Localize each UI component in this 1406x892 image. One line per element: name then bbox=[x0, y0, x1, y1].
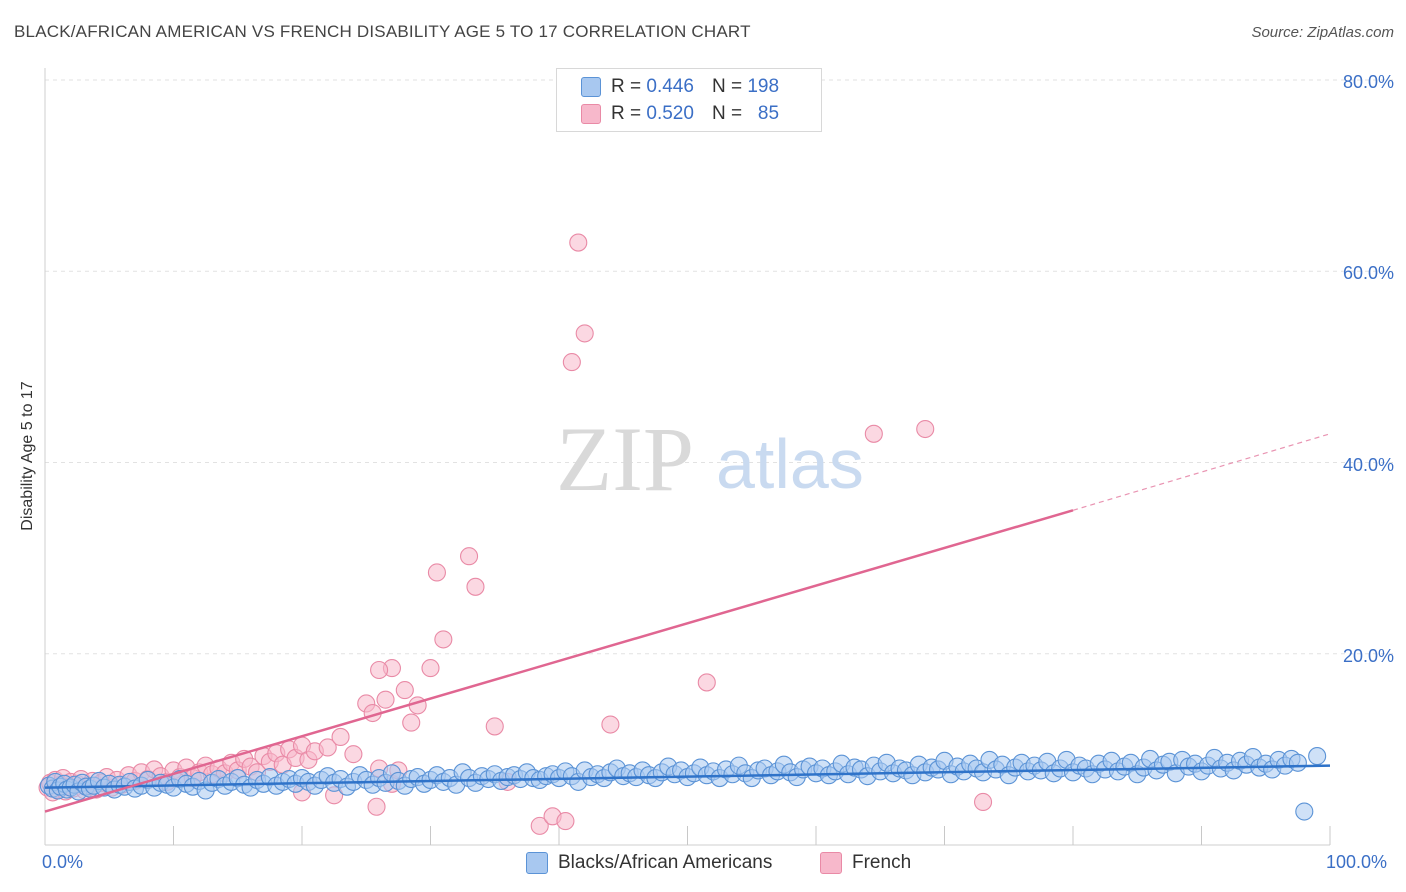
watermark-zip: ZIP bbox=[556, 408, 694, 510]
french-point bbox=[556, 812, 575, 831]
french-point bbox=[367, 797, 386, 816]
french-point bbox=[562, 353, 581, 372]
bottom-legend-swatch-french bbox=[820, 852, 842, 874]
french-point bbox=[318, 738, 337, 757]
french-point bbox=[421, 659, 440, 678]
blacks-point bbox=[1308, 747, 1327, 766]
french-point bbox=[575, 324, 594, 343]
bottom-legend-label-blacks: Blacks/African Americans bbox=[558, 852, 773, 873]
french-point bbox=[395, 681, 414, 700]
french-point bbox=[427, 563, 446, 582]
gridlines bbox=[45, 79, 1395, 655]
watermark: ZIP atlas bbox=[556, 408, 864, 510]
french-point bbox=[697, 673, 716, 692]
stats-legend: R = 0.446 N = 198 R = 0.520 N = 85 bbox=[556, 68, 822, 132]
french-point bbox=[466, 577, 485, 596]
y-tick-label: 80.0% bbox=[1342, 72, 1394, 92]
trendlines bbox=[44, 433, 1331, 813]
legend-r-value: 0.520 bbox=[646, 103, 694, 124]
legend-swatch-french bbox=[581, 104, 601, 124]
legend-swatch-blacks bbox=[581, 77, 601, 97]
french-point bbox=[434, 630, 453, 649]
french-point bbox=[402, 713, 421, 732]
french-point bbox=[370, 660, 389, 680]
french-point bbox=[973, 792, 993, 812]
x-tick-max: 100.0% bbox=[1326, 852, 1388, 872]
y-tick-label: 60.0% bbox=[1342, 263, 1394, 284]
blacks-trendline bbox=[44, 764, 1331, 789]
legend-r-label: R = bbox=[611, 76, 642, 97]
french-point bbox=[569, 233, 588, 252]
x-tick-min: 0.0% bbox=[42, 852, 84, 872]
blacks-point bbox=[1288, 753, 1307, 772]
bottom-legend-label-french: French bbox=[852, 852, 912, 873]
legend-r-value: 0.446 bbox=[646, 76, 694, 97]
french-point bbox=[864, 424, 883, 443]
french-trendline bbox=[44, 509, 1074, 813]
watermark-atlas: atlas bbox=[716, 425, 864, 503]
french-point bbox=[459, 547, 479, 566]
french-point bbox=[601, 715, 620, 734]
french-trendline-extension bbox=[1072, 433, 1331, 511]
french-point bbox=[916, 419, 935, 439]
french-points bbox=[38, 233, 993, 835]
french-point bbox=[530, 816, 549, 835]
y-tick-label: 40.0% bbox=[1342, 454, 1394, 475]
legend-n-label: N = bbox=[711, 103, 743, 124]
french-point bbox=[376, 690, 395, 709]
bottom-legend-blacks[interactable]: Blacks/African Americans bbox=[526, 852, 772, 874]
legend-n-value: 85 bbox=[757, 103, 780, 124]
chart-title: BLACK/AFRICAN AMERICAN VS FRENCH DISABIL… bbox=[14, 22, 751, 41]
legend-r-label: R = bbox=[611, 103, 642, 124]
axes bbox=[44, 68, 1331, 846]
y-tick-label: 20.0% bbox=[1342, 645, 1394, 666]
legend-n-label: N = bbox=[711, 76, 743, 97]
legend-row-french: R = 0.520 N = 85 bbox=[581, 101, 779, 127]
source-label: Source: ZipAtlas.com bbox=[1251, 24, 1394, 41]
legend-n-value: 198 bbox=[747, 76, 780, 97]
french-point bbox=[344, 745, 363, 764]
french-point bbox=[485, 717, 504, 736]
blacks-point bbox=[1295, 802, 1314, 821]
bottom-legend-french[interactable]: French bbox=[820, 852, 911, 874]
legend-row-blacks: R = 0.446 N = 198 bbox=[581, 74, 779, 100]
french-point bbox=[331, 727, 350, 746]
bottom-legend-swatch-blacks bbox=[526, 852, 548, 874]
